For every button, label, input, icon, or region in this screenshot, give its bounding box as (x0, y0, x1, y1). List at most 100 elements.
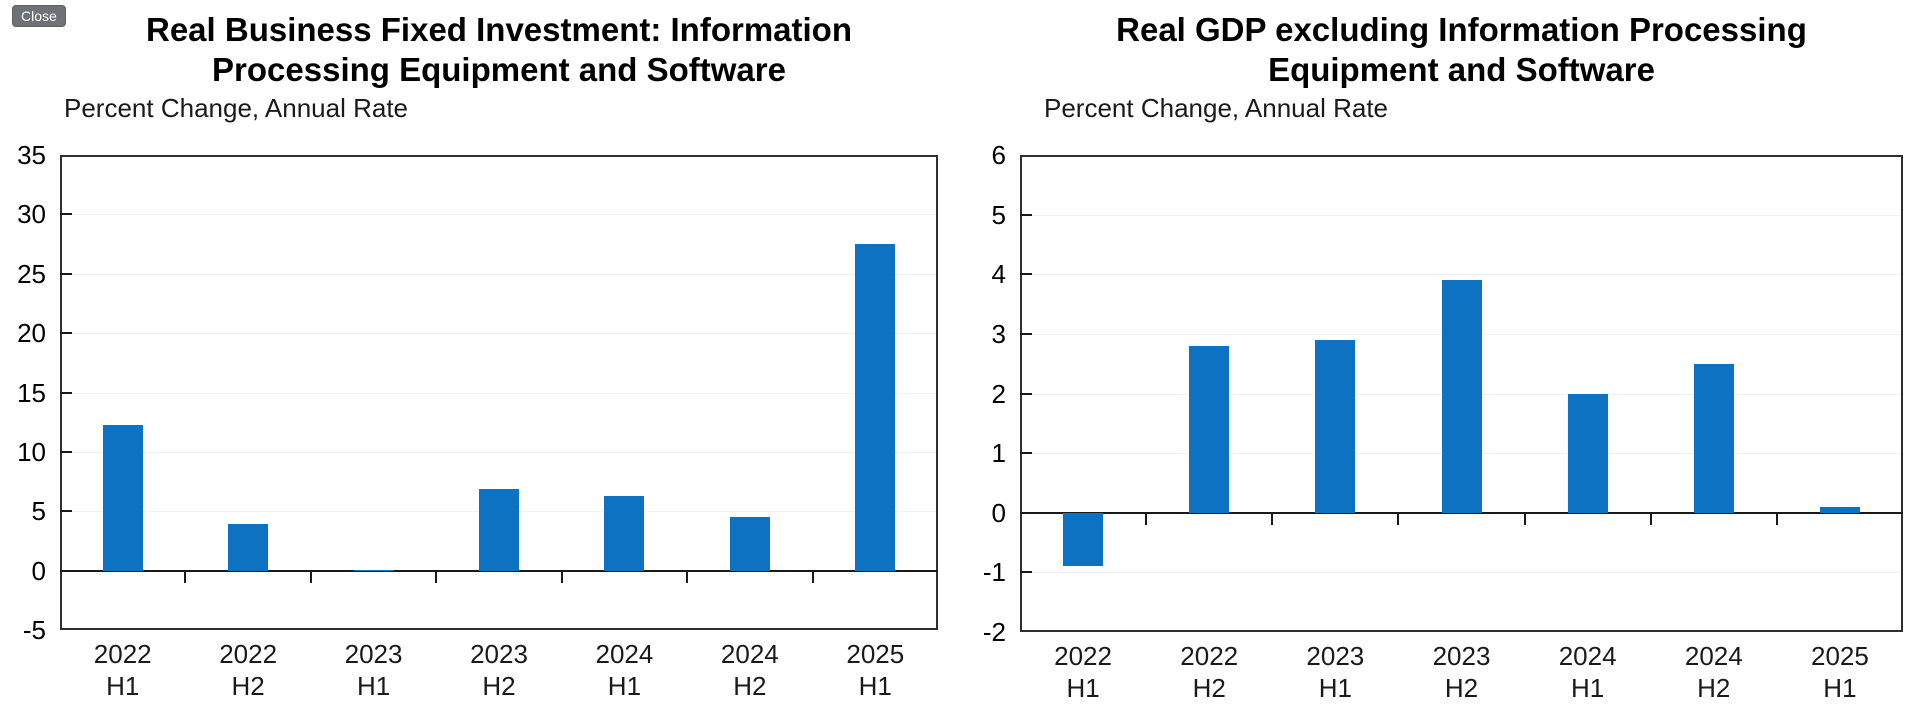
y-axis-label: 0 (991, 497, 1006, 528)
bar-2024-H2 (1693, 363, 1734, 513)
gridline (1022, 214, 1901, 216)
x-axis-label-line: 2024 (595, 639, 654, 669)
chart-title-line: Processing Equipment and Software (212, 51, 786, 88)
x-axis-label-line: 2023 (470, 639, 528, 669)
x-axis-label-line: H2 (231, 671, 265, 701)
y-axis-tick (60, 213, 72, 216)
x-axis-label-line: H1 (1571, 673, 1605, 703)
gridline (62, 214, 936, 216)
x-axis-label: 2023 H1 (319, 638, 429, 702)
x-axis-label-line: 2025 (1811, 641, 1869, 671)
x-axis-label-line: 2025 (846, 639, 905, 669)
x-axis-label: 2022 H1 (1028, 640, 1138, 704)
gridline (62, 451, 936, 453)
x-axis-tick (1145, 512, 1148, 525)
y-axis-tick (1020, 571, 1032, 574)
x-axis-label: 2024 H1 (569, 638, 679, 702)
zero-line (1020, 511, 1903, 514)
y-axis-label: -5 (22, 615, 46, 645)
y-axis-label: 25 (17, 258, 46, 289)
y-axis-tick (1020, 213, 1032, 216)
y-axis-tick (60, 510, 72, 513)
chart-title: Real Business Fixed Investment: Informat… (60, 10, 938, 90)
x-axis-tick (811, 570, 814, 583)
x-axis-label: 2022 H2 (193, 638, 303, 702)
x-axis-label: 2024 H2 (695, 638, 805, 702)
x-axis-label: 2024 H2 (1659, 640, 1769, 704)
x-axis-label: 2023 H1 (1280, 640, 1390, 704)
x-axis-tick (560, 570, 563, 583)
x-axis-tick (686, 570, 689, 583)
x-axis-label-line: 2023 (1306, 641, 1365, 671)
y-axis-tick (60, 332, 72, 335)
x-axis-label: 2022 H2 (1154, 640, 1264, 704)
x-axis-label: 2025 H1 (1785, 640, 1895, 704)
y-axis-label: 30 (17, 199, 46, 230)
x-axis-label-line: H2 (1697, 673, 1731, 703)
x-axis-label-line: H1 (1318, 673, 1352, 703)
y-axis-label: 10 (17, 436, 46, 467)
x-axis-tick (1649, 512, 1652, 525)
y-axis-label: 20 (17, 318, 46, 349)
y-axis-label: 3 (991, 318, 1006, 349)
x-axis-label-line: H1 (1066, 673, 1100, 703)
bar-2024-H2 (729, 517, 770, 571)
y-axis-label: 6 (991, 140, 1006, 170)
x-axis-label-line: 2024 (720, 639, 779, 669)
x-axis-label: 2023 H2 (1407, 640, 1517, 704)
x-axis-tick (1397, 512, 1400, 525)
x-axis-tick (309, 570, 312, 583)
bar-2024-H1 (604, 495, 645, 571)
chart-title-line: Equipment and Software (1268, 51, 1655, 88)
x-axis-label-line: H1 (106, 671, 140, 701)
close-button[interactable]: Close (12, 5, 66, 27)
y-axis-tick (60, 272, 72, 275)
chart-title-line: Real Business Fixed Investment: Informat… (146, 11, 852, 48)
y-axis-label: 4 (991, 259, 1006, 290)
x-axis-label-line: 2022 (1054, 641, 1112, 671)
x-axis-label: 2025 H1 (820, 638, 930, 702)
y-axis-tick (60, 450, 72, 453)
x-axis-tick (1271, 512, 1274, 525)
x-axis-tick (1523, 512, 1526, 525)
y-axis-tick (60, 391, 72, 394)
x-axis-label-line: 2022 (1180, 641, 1239, 671)
y-axis-tick (1020, 392, 1032, 395)
x-axis-label: 2023 H2 (444, 638, 554, 702)
y-axis-label: 15 (17, 377, 46, 408)
bar-2023-H2 (479, 488, 519, 571)
y-axis-label: 5 (991, 199, 1006, 230)
bar-2022-H2 (1189, 345, 1230, 513)
x-axis-label-line: H2 (1192, 673, 1226, 703)
x-axis-label-line: H1 (356, 671, 391, 701)
x-axis-label-line: H2 (1444, 673, 1479, 703)
x-axis-label-line: H2 (733, 671, 767, 701)
bar-2025-H1 (855, 244, 896, 571)
y-axis-label: 35 (17, 140, 46, 170)
y-axis-label: 1 (991, 438, 1006, 469)
x-axis-label-line: 2024 (1558, 641, 1617, 671)
bar-2022-H2 (228, 524, 269, 571)
x-axis-label-line: 2023 (344, 639, 403, 669)
x-axis-label-line: 2024 (1684, 641, 1743, 671)
chart-title: Real GDP excluding Information Processin… (1020, 10, 1903, 90)
gridline (62, 392, 936, 394)
y-axis-label: 5 (31, 496, 46, 527)
x-axis-label-line: 2022 (219, 639, 278, 669)
y-axis-tick (1020, 332, 1032, 335)
bar-2023-H2 (1441, 280, 1482, 513)
bar-2025-H1 (1819, 506, 1860, 513)
gridline (62, 273, 936, 275)
axis-units-label: Percent Change, Annual Rate (64, 93, 409, 123)
x-axis-label: 2022 H1 (68, 638, 178, 702)
y-axis-tick (1020, 273, 1032, 276)
x-axis-label-line: H2 (482, 671, 516, 701)
y-axis-label: 0 (31, 555, 46, 586)
y-axis-tick (1020, 452, 1032, 455)
bar-2023-H1 (353, 569, 394, 571)
y-axis-label: -1 (982, 557, 1006, 588)
x-axis-label-line: 2023 (1432, 641, 1491, 671)
x-axis-tick (184, 570, 187, 583)
